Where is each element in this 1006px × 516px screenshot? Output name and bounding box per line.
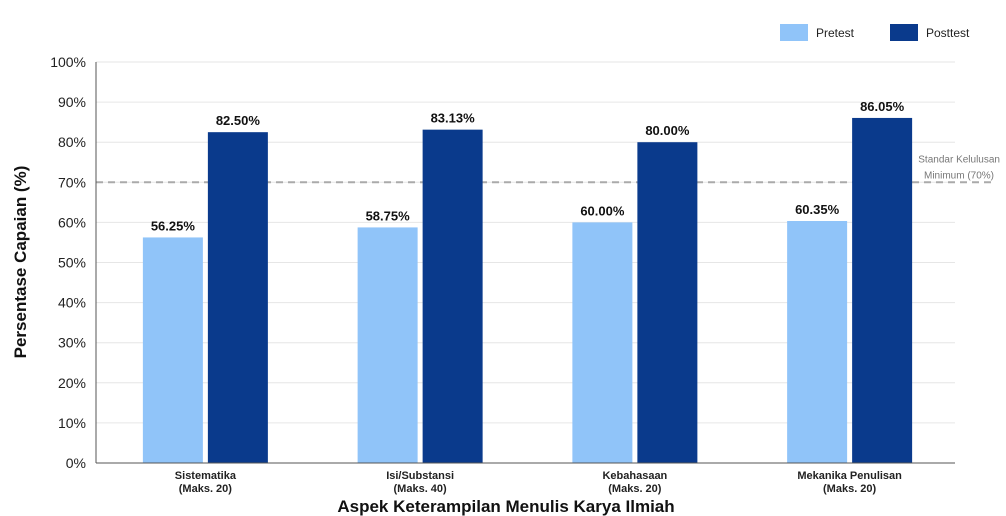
x-tick-sublabel: (Maks. 20) — [179, 483, 233, 495]
bar-posttest — [207, 132, 268, 464]
y-tick-label: 70% — [58, 174, 86, 190]
x-tick-sublabel: (Maks. 20) — [823, 483, 877, 495]
data-label: 86.05% — [860, 99, 905, 114]
data-label: 56.25% — [151, 218, 196, 233]
y-tick-label: 30% — [58, 335, 86, 351]
legend: Pretest Posttest — [780, 24, 970, 41]
bars: 56.25% 82.50% 58.75% 83.13% 60.00% 80.00% 60.3… — [142, 99, 913, 464]
y-tick-label: 10% — [58, 415, 86, 431]
x-tick-label: Sistematika — [175, 470, 237, 482]
x-tick-label: Kebahasaan — [602, 470, 667, 482]
reference-label: Minimum (70%) — [924, 170, 994, 181]
x-tick-label: Isi/Substansi — [386, 470, 454, 482]
bar-pretest — [357, 227, 418, 463]
reference-label: Standar Kelulusan — [918, 154, 1000, 165]
bar-posttest — [422, 129, 483, 464]
axes: 0% 10% 20% 30% 40% 50% 60% 70% 80% 90% 100% Sistema… — [50, 54, 955, 495]
bar-pretest — [787, 220, 848, 463]
x-tick-sublabel: (Maks. 20) — [608, 483, 662, 495]
y-tick-label: 40% — [58, 295, 86, 311]
y-tick-label: 0% — [66, 455, 86, 471]
y-tick-label: 80% — [58, 134, 86, 150]
legend-swatch-pretest — [780, 24, 808, 41]
y-axis-title: Persentase Capaian (%) — [11, 166, 30, 359]
y-tick-label: 100% — [50, 54, 86, 70]
data-label: 82.50% — [216, 113, 261, 128]
data-label: 83.13% — [431, 111, 476, 126]
data-label: 58.75% — [366, 208, 411, 223]
x-axis-title: Aspek Keterampilan Menulis Karya Ilmiah — [337, 497, 674, 516]
legend-label: Posttest — [926, 26, 970, 40]
x-tick-sublabel: (Maks. 40) — [394, 483, 448, 495]
x-tick-label: Mekanika Penulisan — [797, 470, 902, 482]
data-label: 80.00% — [645, 123, 690, 138]
legend-swatch-posttest — [890, 24, 918, 41]
legend-label: Pretest — [816, 26, 855, 40]
bar-pretest — [572, 222, 633, 463]
bar-pretest — [142, 237, 203, 463]
data-label: 60.00% — [580, 203, 625, 218]
y-tick-label: 50% — [58, 255, 86, 271]
y-tick-label: 60% — [58, 214, 86, 230]
bar-posttest — [637, 142, 698, 463]
data-label: 60.35% — [795, 202, 840, 217]
y-tick-label: 20% — [58, 375, 86, 391]
bar-posttest — [852, 117, 913, 463]
y-tick-label: 90% — [58, 94, 86, 110]
